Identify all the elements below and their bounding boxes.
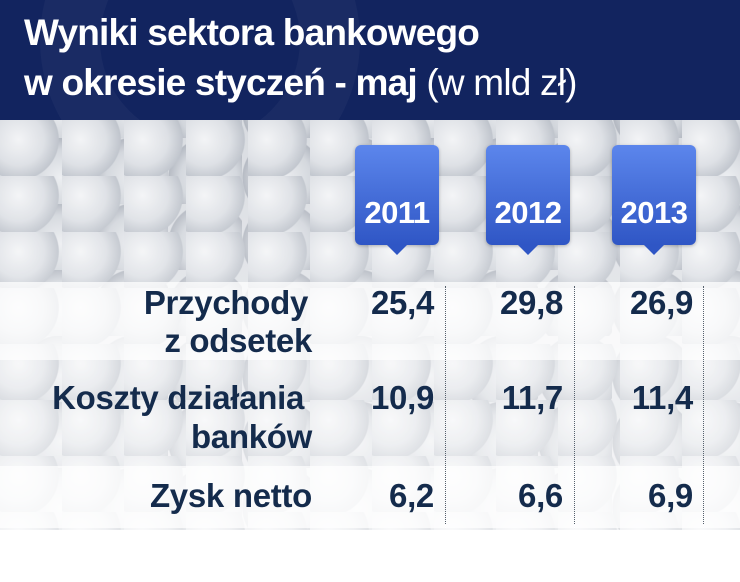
chart-title-line-1: Wyniki sektora bankowego — [24, 12, 480, 53]
row-label-przychody: Przychody — [143, 284, 308, 321]
column-divider — [703, 286, 704, 524]
table-cell: 26,9 — [629, 284, 693, 321]
chart-title-unit: (w mld zł) — [426, 62, 577, 103]
table-cell: 6,9 — [648, 477, 693, 514]
chart-title-period: w okresie styczeń - maj — [24, 62, 418, 103]
table-cell: 11,4 — [631, 379, 694, 416]
chart-title-line-2: w okresie styczeń - maj (w mld zł) — [24, 62, 577, 104]
row-label-przychody-line2: z odsetek — [164, 322, 312, 359]
column-header-2013: 2013 — [612, 145, 696, 255]
column-divider — [574, 286, 575, 524]
row-band-2 — [0, 360, 740, 466]
column-header-2011: 2011 — [355, 145, 439, 255]
row-label-koszty-line2: banków — [190, 418, 312, 455]
row-label-zysk: Zysk netto — [149, 477, 312, 514]
table-cell: 10,9 — [370, 379, 434, 416]
column-header-label: 2012 — [494, 195, 562, 230]
row-label-koszty: Koszty działania — [52, 379, 304, 416]
column-header-2012: 2012 — [486, 145, 570, 255]
column-divider — [445, 286, 446, 524]
column-header-label: 2013 — [620, 195, 688, 230]
table-cell: 6,6 — [518, 477, 563, 514]
column-header-label: 2011 — [364, 195, 430, 230]
title-bar: Wyniki sektora bankowego w okresie stycz… — [0, 0, 740, 120]
table-cell: 6,2 — [389, 477, 434, 514]
table-cell: 11,7 — [501, 379, 564, 416]
row-band-1 — [0, 282, 740, 360]
table-cell: 29,8 — [499, 284, 563, 321]
row-band-3 — [0, 466, 740, 528]
table-cell: 25,4 — [370, 284, 434, 321]
